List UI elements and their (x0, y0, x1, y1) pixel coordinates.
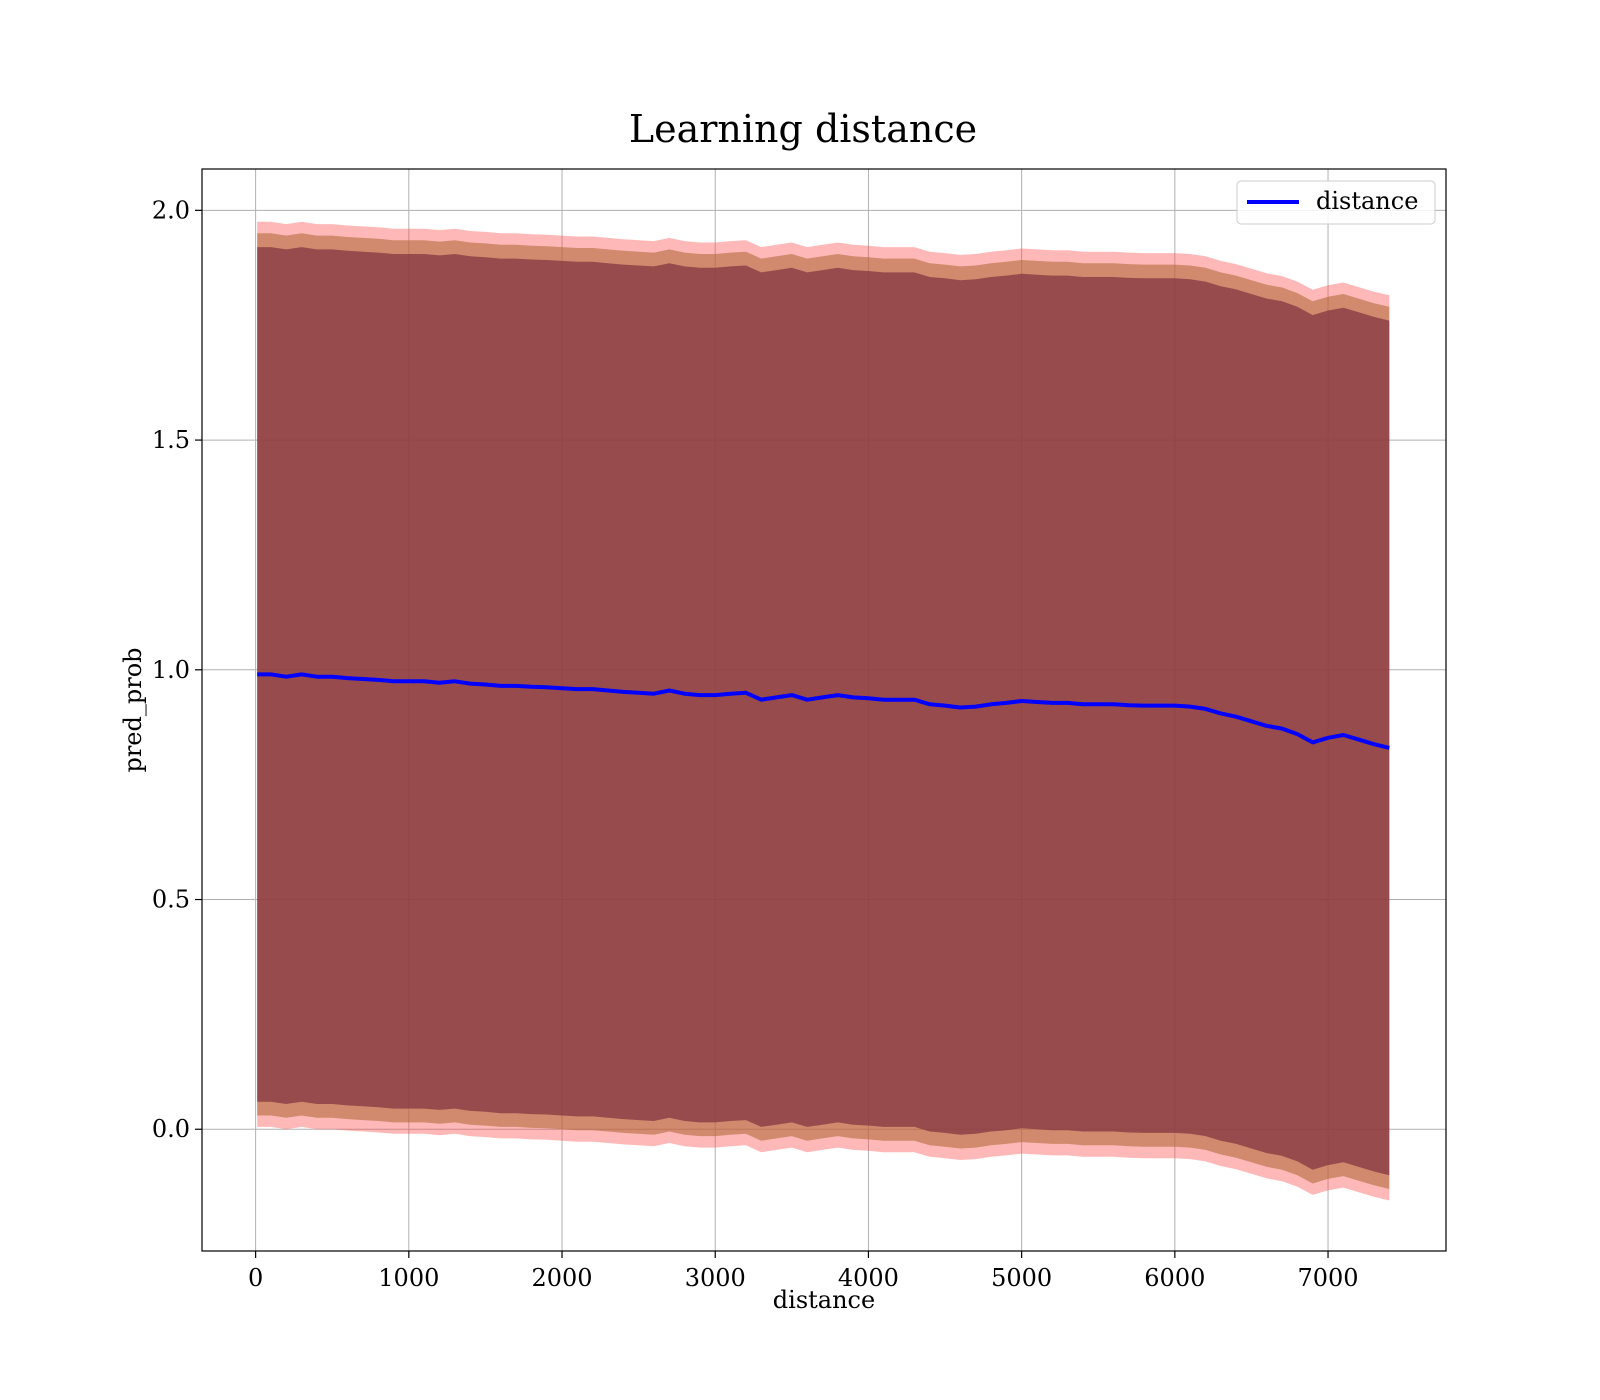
x-tick-label: 6000 (1144, 1264, 1205, 1292)
y-tick-label: 0.5 (152, 886, 190, 914)
x-tick-label: 7000 (1297, 1264, 1358, 1292)
y-tick-label: 1.5 (152, 426, 190, 454)
y-axis-label: pred_prob (119, 647, 147, 772)
x-axis-ticks: 0 1000 2000 3000 4000 5000 6000 7000 (248, 1251, 1359, 1292)
y-tick-label: 1.0 (152, 656, 190, 684)
y-tick-label: 2.0 (152, 196, 190, 224)
x-tick-label: 3000 (685, 1264, 746, 1292)
chart-title: Learning distance (629, 107, 977, 151)
confidence-bands (257, 221, 1390, 1201)
legend-label: distance (1316, 187, 1418, 215)
series-layer (257, 672, 1390, 750)
y-tick-label: 0.0 (152, 1115, 190, 1143)
plot-frame (201, 168, 1447, 1252)
x-tick-label: 5000 (991, 1264, 1052, 1292)
legend-box (1236, 180, 1436, 225)
series-line-distance (257, 672, 1390, 750)
x-tick-label: 0 (248, 1264, 263, 1292)
x-tick-label: 4000 (838, 1264, 899, 1292)
x-axis-label: distance (773, 1286, 875, 1314)
x-tick-label: 2000 (531, 1264, 592, 1292)
inner-confidence-band (257, 247, 1390, 1176)
x-tick-label: 1000 (378, 1264, 439, 1292)
y-axis-ticks: 0.0 0.5 1.0 1.5 2.0 (152, 196, 202, 1143)
legend: distance (1236, 180, 1436, 225)
